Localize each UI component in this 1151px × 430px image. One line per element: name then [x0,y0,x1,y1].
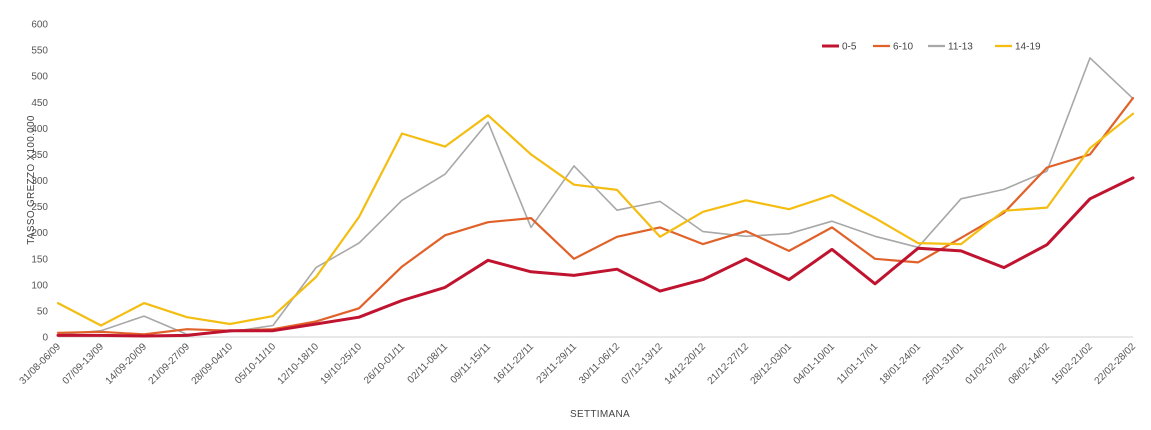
y-tick-label: 100 [31,280,48,291]
x-tick-label: 11/01-17/01 [835,341,880,386]
x-tick-label: 26/10-01/11 [362,341,407,386]
y-axis-ticks: 0 50 100 150 200 250 300 350 400 450 500 550 600 [31,20,48,344]
y-tick-label: 600 [31,20,48,31]
x-tick-label: 19/10-25/10 [319,341,365,387]
x-tick-label: 15/02-21/02 [1050,341,1096,387]
x-axis-ticks: 31/08-06/0907/09-13/0914/09-20/0921/09-2… [18,341,1139,387]
x-tick-label: 14/09-20/09 [104,341,150,387]
y-tick-label: 450 [31,98,48,109]
series-layer [56,57,1135,338]
x-tick-label: 30/11-06/12 [577,341,622,386]
x-tick-label: 21/12-27/12 [706,341,752,387]
x-tick-label: 16/11-22/11 [492,341,537,386]
y-tick-label: 0 [42,333,48,344]
x-tick-label: 21/09-27/09 [147,341,193,387]
x-axis-title: SETTIMANA [570,409,630,420]
legend: 0-5 6-10 11-13 14-19 [822,42,1041,53]
x-tick-label: 05/10-11/10 [233,341,278,386]
y-tick-label: 300 [31,176,48,187]
x-tick-label: 07/12-13/12 [620,341,666,387]
x-tick-label: 23/11-29/11 [535,341,580,386]
series-line-6-10 [56,96,1135,336]
x-tick-label: 31/08-06/09 [18,341,64,387]
y-tick-label: 550 [31,46,48,57]
series-line-0-5 [56,176,1135,338]
y-tick-label: 50 [37,306,49,317]
y-tick-label: 500 [31,72,48,83]
series-line-14-19 [56,112,1135,327]
x-tick-label: 18/01-24/01 [878,341,924,387]
x-tick-label: 14/12-20/12 [663,341,709,387]
x-tick-label: 08/02-14/02 [1007,341,1053,387]
x-tick-label: 28/12-03/01 [749,341,795,387]
x-tick-label: 25/01-31/01 [921,341,967,387]
y-tick-label: 200 [31,228,48,239]
x-tick-label: 22/02-28/02 [1093,341,1139,387]
y-tick-label: 400 [31,124,48,135]
legend-label: 0-5 [842,42,857,53]
y-axis-title: TASSO GREZZO X100.000 [26,115,37,245]
legend-label: 6-10 [893,42,913,53]
legend-label: 14-19 [1015,42,1041,53]
y-tick-label: 250 [31,202,48,213]
x-tick-label: 01/02-07/02 [964,341,1010,387]
x-tick-label: 12/10-18/10 [276,341,322,387]
x-tick-label: 02/11-08/11 [406,341,451,386]
x-tick-label: 09/11-15/11 [449,341,494,386]
series-line-11-13 [57,57,1134,336]
x-tick-label: 28/09-04/10 [190,341,236,387]
y-tick-label: 150 [31,254,48,265]
x-tick-label: 07/09-13/09 [61,341,107,387]
x-tick-label: 04/01-10/01 [792,341,838,387]
legend-label: 11-13 [948,42,973,53]
y-tick-label: 350 [31,150,48,161]
